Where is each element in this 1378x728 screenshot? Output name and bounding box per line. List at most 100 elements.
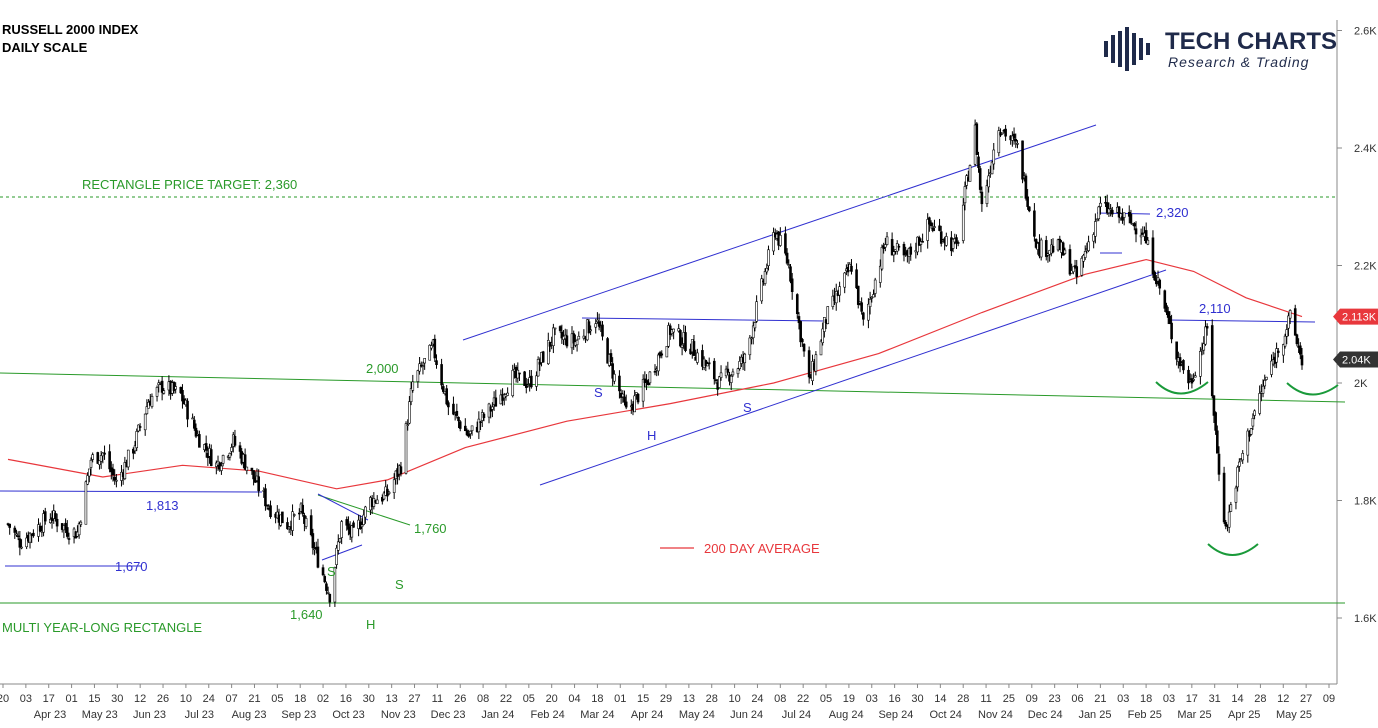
candle-body <box>765 267 769 273</box>
candle-body <box>1246 430 1250 456</box>
candle-body <box>753 322 757 329</box>
candle-body <box>855 269 858 289</box>
candle-body <box>706 363 709 367</box>
candle-body <box>1229 504 1233 512</box>
candle-body <box>467 433 470 437</box>
candle-body <box>684 332 687 351</box>
candle-body <box>560 331 564 339</box>
candle-body <box>535 375 538 387</box>
legend-ma-label: 200 DAY AVERAGE <box>704 541 820 556</box>
candle-body <box>931 228 935 231</box>
candle-body <box>594 323 598 328</box>
candle-body <box>850 265 853 272</box>
x-day-label: 13 <box>386 693 398 705</box>
candle-body <box>491 406 494 410</box>
candle-body <box>328 593 332 603</box>
level-1670-label: 1,670 <box>115 559 148 574</box>
candle-body <box>18 538 22 548</box>
candle-body <box>1166 311 1170 318</box>
candle-body <box>115 479 118 482</box>
x-month-label: Feb 25 <box>1128 709 1162 721</box>
candle-body <box>313 548 316 551</box>
x-month-label: Jul 23 <box>185 709 214 721</box>
candle-body <box>16 535 20 538</box>
candle-body <box>455 410 459 416</box>
candle-body <box>323 576 327 583</box>
candle-body <box>613 373 616 382</box>
candle-body <box>264 488 267 507</box>
candle-body <box>43 511 47 522</box>
candle-body <box>360 524 364 528</box>
candle-body <box>387 491 391 494</box>
candle-body <box>701 350 704 367</box>
level-1760-label: 1,760 <box>414 521 447 536</box>
x-month-label: Jun 23 <box>133 709 166 721</box>
shoulder-right-2024: S <box>743 400 752 415</box>
y-tick-label: 2.2K <box>1354 261 1377 273</box>
candle-body <box>763 271 767 284</box>
x-month-label: Apr 24 <box>631 709 663 721</box>
candle-body <box>1026 196 1029 207</box>
candle-body <box>1061 242 1065 256</box>
candle-body <box>350 525 354 538</box>
candle-body <box>1139 234 1143 238</box>
candle-body <box>250 467 254 472</box>
candle-body <box>1285 329 1289 337</box>
candle-body <box>423 358 426 364</box>
candle-body <box>77 523 81 536</box>
x-month-label: Oct 23 <box>332 709 364 721</box>
candle-body <box>572 333 576 344</box>
candle-body <box>1214 412 1217 431</box>
candle-body <box>1097 206 1101 220</box>
candle-body <box>340 521 343 538</box>
candle-body <box>843 272 846 288</box>
x-day-label: 05 <box>820 693 832 705</box>
x-day-label: 26 <box>157 693 169 705</box>
candle-body <box>838 286 841 296</box>
x-day-label: 21 <box>1094 693 1106 705</box>
last-price-badge: 2.04K <box>1333 351 1378 368</box>
candle-body <box>660 353 664 356</box>
candle-body <box>987 175 990 188</box>
candle-body <box>1122 212 1126 218</box>
candle-body <box>55 518 59 527</box>
logo-title: TECH CHARTS <box>1165 28 1337 55</box>
candle-body <box>292 514 296 516</box>
candle-body <box>719 372 723 378</box>
candle-body <box>1258 393 1261 414</box>
plot-frame <box>0 20 1338 685</box>
candle-body <box>1044 240 1048 257</box>
candle-body <box>1073 265 1077 267</box>
x-day-label: 11 <box>980 693 991 705</box>
x-month-label: Jun 24 <box>730 709 763 721</box>
candle-body <box>707 362 711 365</box>
candle-body <box>980 191 984 205</box>
x-month-label: May 24 <box>679 709 715 721</box>
candle-body <box>155 387 159 397</box>
candle-body <box>1155 279 1158 285</box>
candle-body <box>1156 277 1160 282</box>
candle-body <box>704 360 708 366</box>
candle-body <box>1165 305 1168 313</box>
x-day-label: 05 <box>523 693 535 705</box>
candle-body <box>15 533 18 536</box>
x-day-label: 01 <box>614 693 626 705</box>
candle-body <box>736 368 740 375</box>
candle-body <box>609 353 613 363</box>
candle-body <box>257 476 260 492</box>
candle-body <box>729 375 733 383</box>
triangle-lower-line <box>321 544 363 561</box>
shoulder-left-2023: S <box>327 564 336 579</box>
candle-body <box>667 325 670 347</box>
candle-body <box>530 375 533 388</box>
x-day-label: 03 <box>20 693 32 705</box>
candle-body <box>945 236 948 246</box>
candle-body <box>665 346 669 358</box>
x-month-label: Mar 25 <box>1177 709 1211 721</box>
candle-body <box>111 468 115 476</box>
candle-body <box>511 370 515 397</box>
x-day-label: 24 <box>203 693 215 705</box>
level-2320-label: 2,320 <box>1156 205 1189 220</box>
candle-body <box>677 328 681 332</box>
x-day-label: 17 <box>43 693 55 705</box>
